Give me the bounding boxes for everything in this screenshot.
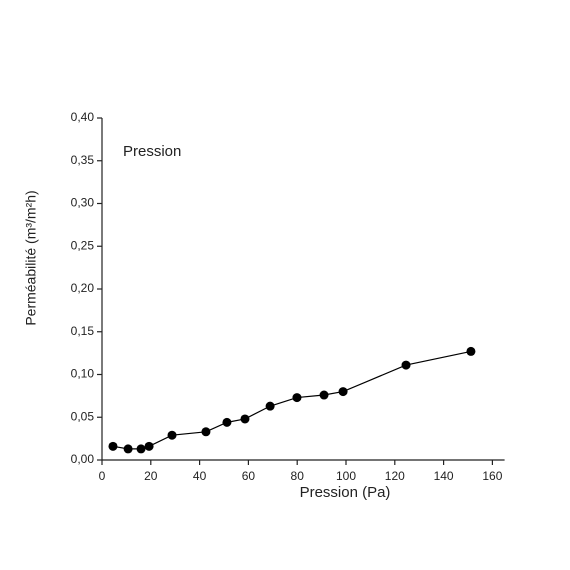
y-tick-label: 0,15	[71, 324, 95, 338]
marker	[108, 441, 118, 451]
marker	[292, 393, 302, 403]
marker	[265, 401, 275, 411]
y-tick-label: 0,30	[71, 196, 95, 210]
x-tick-label: 120	[385, 469, 405, 483]
marker	[240, 414, 250, 424]
x-tick-label: 0	[99, 469, 106, 483]
y-tick-label: 0,25	[71, 238, 95, 252]
x-tick-label: 60	[242, 469, 256, 483]
y-tick-label: 0,35	[71, 153, 95, 167]
marker	[167, 430, 177, 440]
marker	[222, 417, 232, 427]
x-tick-label: 40	[193, 469, 207, 483]
x-axis-label: Pression (Pa)	[300, 484, 391, 501]
marker	[401, 360, 411, 370]
marker	[136, 444, 146, 454]
x-tick-label: 80	[291, 469, 305, 483]
x-tick-label: 20	[144, 469, 158, 483]
y-tick-label: 0,10	[71, 367, 95, 381]
marker	[123, 444, 133, 454]
marker	[319, 390, 329, 400]
marker	[338, 387, 348, 397]
line	[112, 350, 472, 450]
annotation: Pression	[123, 143, 181, 160]
y-axis-label: Perméabilité (m³/m²h)	[23, 190, 39, 325]
x-tick-label: 140	[434, 469, 454, 483]
y-tick-label: 0,40	[71, 110, 95, 124]
marker	[466, 346, 476, 356]
x-tick-label: 160	[482, 469, 502, 483]
y-tick-label: 0,00	[71, 452, 95, 466]
y-tick-label: 0,20	[71, 281, 95, 295]
x-tick-label: 100	[336, 469, 356, 483]
y-tick-label: 0,05	[71, 409, 95, 423]
marker	[144, 441, 154, 451]
marker	[201, 427, 211, 437]
